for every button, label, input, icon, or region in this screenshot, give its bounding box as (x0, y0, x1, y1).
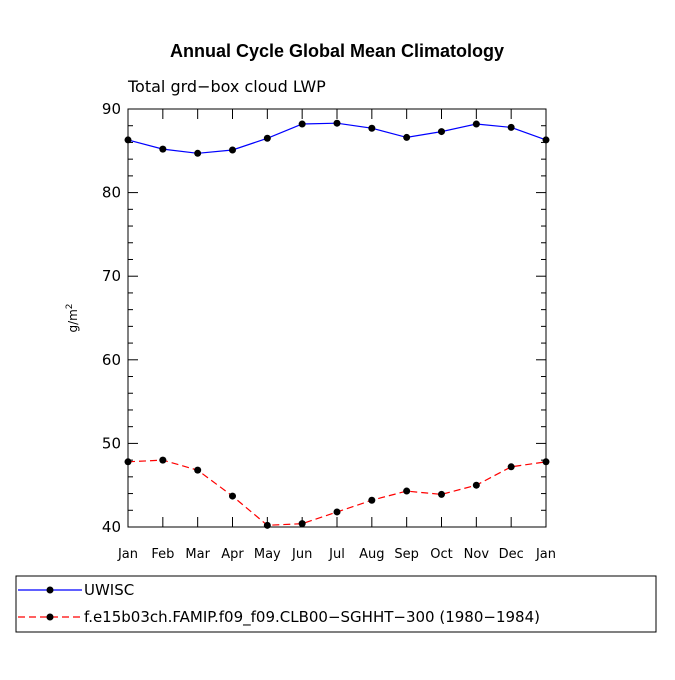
y-tick-label: 50 (102, 434, 121, 452)
series-1-point (229, 146, 236, 154)
series-2-point (124, 458, 132, 466)
series-2-point (194, 466, 202, 474)
x-tick-label: Dec (499, 547, 524, 562)
series-2-point (472, 481, 480, 489)
y-tick-label: 70 (102, 267, 121, 285)
series-2-point (298, 520, 306, 528)
x-tick-label: May (254, 547, 281, 562)
series-1-point (159, 145, 167, 153)
y-tick-label: 40 (102, 518, 121, 536)
legend-box (15, 575, 657, 633)
x-tick-label: Sep (394, 547, 419, 562)
series-layer (124, 119, 550, 529)
y-axis-label: g/m2 (65, 303, 80, 332)
series-2-point (263, 521, 271, 529)
y-axis-label-superscript: 2 (65, 303, 75, 309)
x-tick-label: Jun (291, 547, 312, 562)
series-2-point (229, 492, 236, 500)
y-tick-label: 90 (102, 100, 121, 118)
series-1-point (368, 124, 376, 132)
legend-label-1: UWISC (84, 581, 134, 599)
series-1-point (438, 128, 445, 136)
series-2-point (333, 508, 341, 516)
x-tick-label: Apr (221, 547, 244, 562)
series-1-point (542, 136, 550, 144)
svg-text:g/m2: g/m2 (65, 303, 80, 332)
legend: UWISC f.e15b03ch.FAMIP.f09_f09.CLB00−SGHH… (15, 575, 657, 633)
series-1-point (194, 149, 202, 157)
series-1-point (472, 120, 480, 128)
y-tick-label: 80 (102, 184, 121, 202)
series-1-point (507, 123, 515, 131)
y-tick-labels: 40 50 60 70 80 90 (102, 100, 121, 536)
series-1-point (403, 133, 411, 141)
series-1-point (263, 134, 271, 142)
series-2-point (159, 456, 167, 464)
series-1-point (124, 136, 132, 144)
series-line-2 (127, 459, 547, 526)
x-tick-label: Aug (359, 547, 384, 562)
series-1-point (298, 120, 306, 128)
x-tick-label: Mar (185, 547, 210, 562)
series-2-point (403, 487, 411, 495)
series-1-point (333, 119, 341, 127)
x-tick-label: Jul (328, 547, 345, 562)
plot-frame (127, 108, 547, 528)
series-line-1 (127, 122, 547, 154)
chart-subtitle: Total grd−box cloud LWP (127, 77, 326, 96)
y-axis-label-text: g/m (66, 309, 80, 332)
series-2-point (368, 496, 376, 504)
chart-title: Annual Cycle Global Mean Climatology (170, 41, 504, 61)
legend-marker-1 (46, 586, 54, 594)
x-tick-label: Feb (151, 547, 174, 562)
x-tick-labels: Jan Feb Mar Apr May Jun Jul Aug Sep Oct Nov Dec Jan (117, 547, 556, 562)
axis-ticks (127, 108, 547, 528)
x-tick-label: Oct (430, 547, 452, 562)
series-2-point (507, 463, 515, 471)
x-tick-label: Jan (117, 547, 138, 562)
x-tick-label: Nov (464, 547, 490, 562)
series-2-point (542, 458, 550, 466)
y-tick-label: 60 (102, 351, 121, 369)
x-tick-label: Jan (535, 547, 556, 562)
series-2-point (438, 490, 445, 498)
legend-label-2: f.e15b03ch.FAMIP.f09_f09.CLB00−SGHHT−300… (84, 608, 540, 627)
legend-marker-2 (46, 613, 54, 621)
